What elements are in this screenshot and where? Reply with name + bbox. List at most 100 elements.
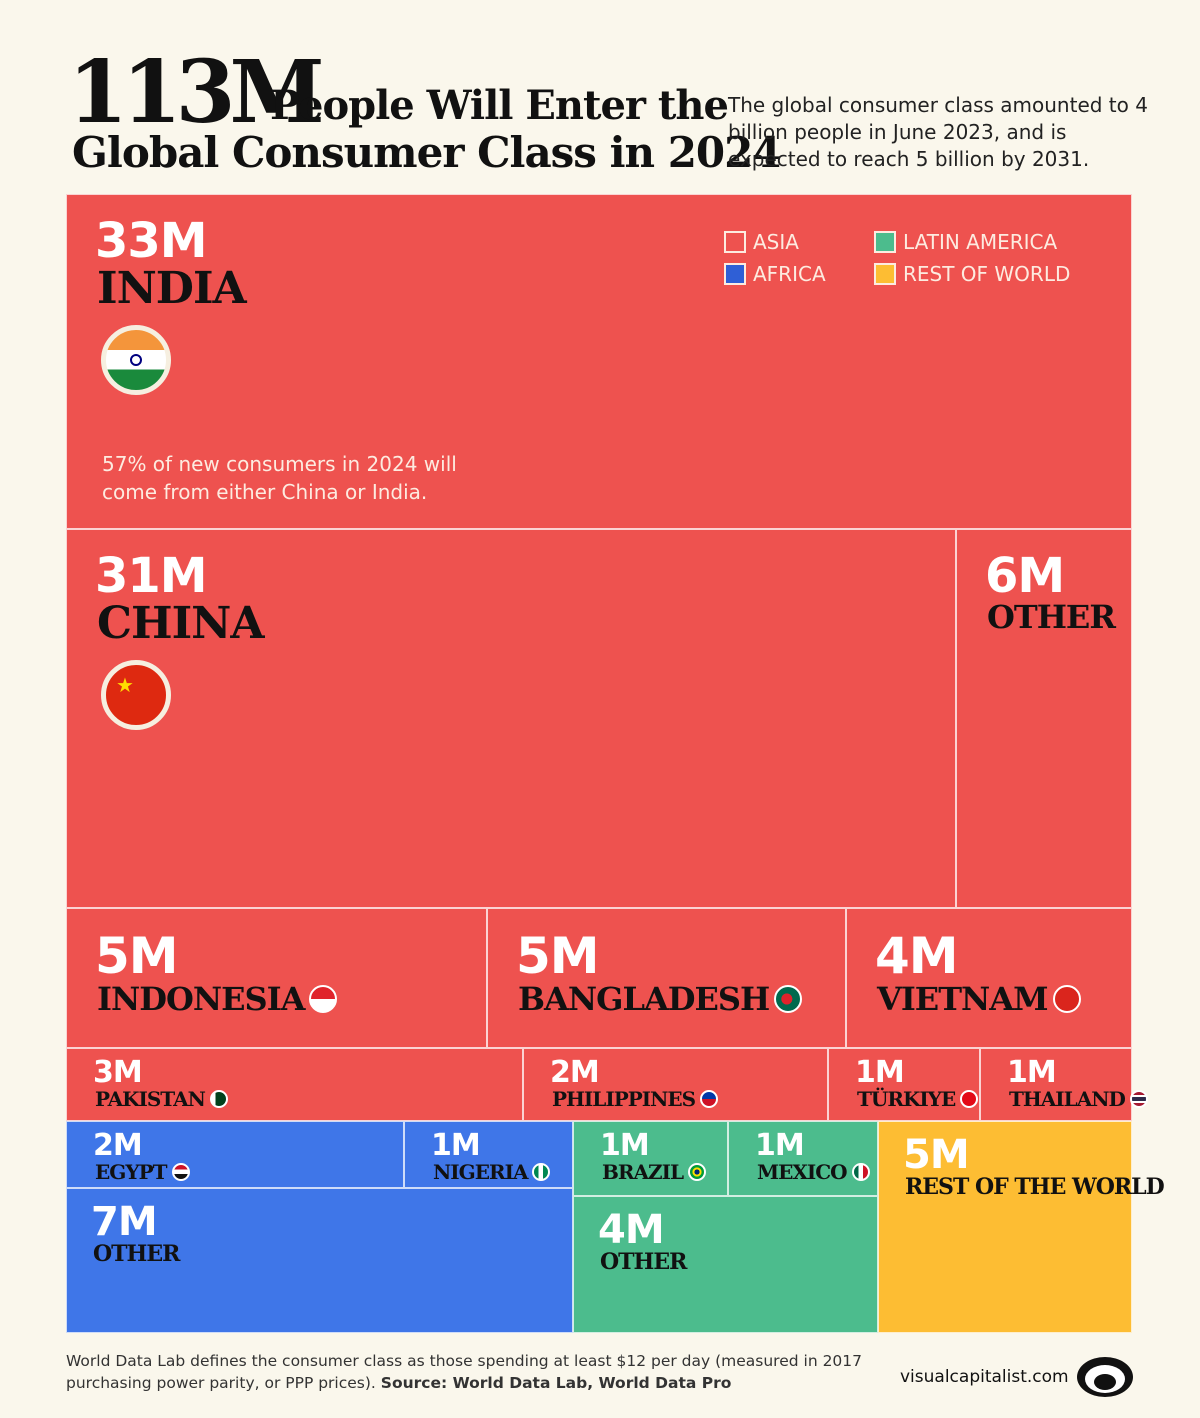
flag-india-icon (101, 325, 171, 395)
legend-swatch (874, 231, 896, 253)
treemap-cell-mexico: 1M MEXICO (728, 1121, 878, 1196)
source: Source: World Data Lab, World Data Pro (380, 1374, 732, 1392)
cell-value: 33M (95, 213, 208, 269)
flag-vn-icon (1052, 984, 1081, 1013)
cell-value: 2M (550, 1055, 600, 1090)
treemap-cell-india: 33M INDIA (66, 194, 1132, 529)
treemap-cell-vietnam: 4M VIETNAM (846, 908, 1132, 1048)
cell-label: OTHER (93, 1241, 180, 1267)
treemap-cell-philippines: 2M PHILIPPINES (523, 1048, 828, 1121)
cell-name: PHILIPPINES (552, 1086, 696, 1111)
flag-mx-icon (851, 1162, 870, 1181)
cell-label: OTHER (600, 1249, 687, 1275)
treemap-cell-rest-of-the-world: 5M REST OF THE WORLD (878, 1121, 1165, 1333)
cell-value: 1M (600, 1128, 650, 1163)
treemap-cell-other: 7M OTHER (66, 1188, 573, 1333)
cell-label: TÜRKIYE (857, 1086, 979, 1111)
cell-label: BRAZIL (602, 1159, 707, 1184)
cell-value: 1M (755, 1128, 805, 1163)
flag-eg-icon (171, 1162, 190, 1181)
cell-name: INDIA (97, 263, 247, 315)
legend-item-latin-america: LATIN AMERICA (874, 230, 1094, 254)
flag-ph-icon (700, 1089, 719, 1108)
cell-label: THAILAND (1009, 1087, 1148, 1111)
treemap-cell-pakistan: 3M PAKISTAN (66, 1048, 523, 1121)
cell-label: EGYPT (95, 1160, 190, 1184)
cell-value: 5M (516, 927, 600, 985)
treemap-cell-thailand: 1M THAILAND (980, 1048, 1148, 1121)
legend-swatch (724, 231, 746, 253)
treemap-cell-other: 6M OTHER (956, 529, 1132, 908)
cell-value: 3M (93, 1055, 143, 1090)
flag-pk-icon (209, 1089, 228, 1108)
cell-name: BANGLADESH (518, 979, 770, 1018)
headline-line2: Global Consumer Class in 2024 (72, 128, 782, 177)
treemap-cell-brazil: 1M BRAZIL (573, 1121, 728, 1196)
footnote: World Data Lab defines the consumer clas… (66, 1352, 863, 1392)
cell-label: CHINA (97, 598, 265, 650)
treemap-cell-nigeria: 1M NIGERIA (404, 1121, 573, 1188)
cell-name: MEXICO (757, 1159, 848, 1184)
cell-value: 7M (91, 1199, 158, 1245)
flag-br-icon (688, 1162, 707, 1181)
visual-capitalist-logo-icon (1077, 1357, 1133, 1397)
cell-name: OTHER (600, 1249, 687, 1275)
legend-swatch (724, 263, 746, 285)
legend-item-africa: AFRICA (724, 262, 874, 286)
cell-label: MEXICO (757, 1160, 870, 1184)
cell-label: INDIA (97, 263, 247, 315)
cell-value: 5M (95, 927, 179, 985)
cell-label: OTHER (987, 598, 1116, 637)
legend-item-asia: ASIA (724, 230, 874, 254)
cell-name: NIGERIA (433, 1159, 528, 1184)
annotation: 57% of new consumers in 2024 will come f… (102, 452, 457, 504)
cell-name: REST OF THE WORLD (905, 1174, 1165, 1200)
treemap-cell-indonesia: 5M INDONESIA (66, 908, 487, 1048)
legend-swatch (874, 263, 896, 285)
cell-value: 4M (875, 927, 959, 985)
flag-ng-icon (532, 1162, 551, 1181)
treemap-cell-china: 31M CHINA ★ (66, 529, 956, 908)
cell-label: INDONESIA (97, 979, 338, 1018)
flag-th-icon (1129, 1089, 1148, 1108)
cell-label: PHILIPPINES (552, 1086, 719, 1111)
flag-id-icon (309, 984, 338, 1013)
flag-bd-icon (774, 984, 803, 1013)
legend-item-rest-of-world: REST OF WORLD (874, 262, 1094, 286)
cell-name: OTHER (93, 1241, 180, 1267)
headline-number: 113M (68, 42, 325, 143)
cell-value: 6M (985, 548, 1065, 604)
cell-label: PAKISTAN (95, 1087, 228, 1111)
cell-label: VIETNAM (877, 980, 1081, 1018)
cell-label: REST OF THE WORLD (905, 1174, 1165, 1200)
cell-name: CHINA (97, 598, 265, 650)
cell-label: BANGLADESH (518, 979, 803, 1018)
cell-name: THAILAND (1009, 1086, 1126, 1111)
cell-value: 5M (903, 1132, 970, 1178)
cell-name: OTHER (987, 598, 1116, 637)
cell-name: PAKISTAN (95, 1086, 206, 1111)
headline-line1: People Will Enter the (270, 82, 729, 129)
treemap-cell-other: 4M OTHER (573, 1196, 878, 1333)
cell-value: 1M (855, 1055, 905, 1090)
cell-name: TÜRKIYE (857, 1086, 956, 1111)
cell-name: EGYPT (95, 1159, 168, 1184)
brand-link[interactable]: visualcapitalist.com (900, 1367, 1069, 1387)
cell-value: 2M (93, 1128, 143, 1163)
cell-name: VIETNAM (877, 979, 1048, 1018)
cell-value: 31M (95, 548, 208, 604)
flag-tr-icon (960, 1089, 979, 1108)
cell-name: INDONESIA (97, 979, 305, 1018)
treemap-cell-egypt: 2M EGYPT (66, 1121, 404, 1188)
cell-name: BRAZIL (602, 1159, 684, 1184)
treemap-cell-türkiye: 1M TÜRKIYE (828, 1048, 980, 1121)
cell-value: 4M (598, 1207, 665, 1253)
cell-value: 1M (431, 1128, 481, 1163)
cell-value: 1M (1007, 1055, 1057, 1090)
subtitle: The global consumer class amounted to 4 … (728, 93, 1148, 171)
legend: ASIA LATIN AMERICA AFRICA REST OF WORLD (724, 230, 1094, 286)
flag-china-icon: ★ (101, 660, 171, 730)
treemap-cell-bangladesh: 5M BANGLADESH (487, 908, 846, 1048)
cell-label: NIGERIA (433, 1159, 551, 1184)
